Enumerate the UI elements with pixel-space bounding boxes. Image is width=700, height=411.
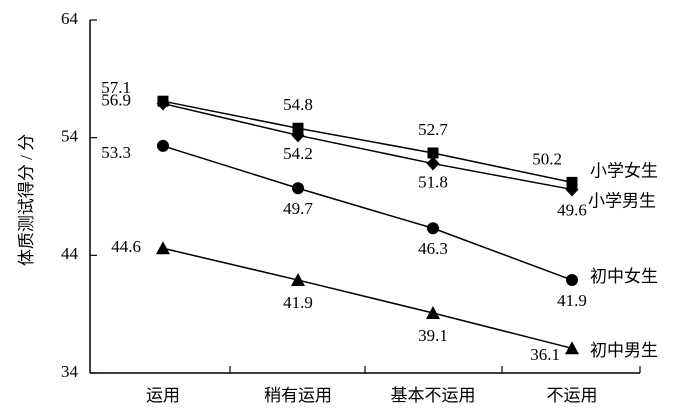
data-label: 50.2: [532, 149, 562, 168]
data-point: [292, 182, 304, 195]
data-point: [426, 305, 440, 319]
series-name-label: 初中女生: [590, 267, 658, 286]
data-label: 46.3: [418, 239, 448, 258]
series-markers: [156, 95, 579, 355]
series-name-label: 小学男生: [588, 191, 656, 210]
series-line: [162, 102, 573, 191]
series-name-label: 小学女生: [590, 161, 658, 180]
axes: [89, 20, 640, 374]
data-point: [156, 241, 170, 255]
series-line: [162, 247, 573, 350]
y-tick-label: 54: [61, 127, 79, 146]
data-point: [566, 176, 578, 188]
data-label: 41.9: [557, 291, 587, 310]
data-label: 36.1: [530, 345, 560, 364]
data-label: 57.1: [101, 78, 131, 97]
data-point: [291, 273, 305, 287]
data-point: [565, 341, 579, 355]
y-ticks: 34 44 54 64: [61, 9, 97, 381]
x-tick-label: 运用: [146, 386, 180, 405]
y-axis-label: 体质测试得分 / 分: [17, 134, 36, 266]
data-point: [292, 122, 304, 134]
data-label: 54.8: [283, 95, 313, 114]
data-point: [565, 182, 579, 197]
data-point: [566, 274, 578, 287]
data-label: 51.8: [418, 172, 448, 191]
y-tick-label: 44: [61, 244, 79, 263]
data-labels: 57.1 54.8 52.7 50.2 56.9 54.2 51.8 49.6 53.3 49.7…: [101, 78, 587, 364]
series-line: [162, 145, 573, 281]
x-tick-label: 基本不运用: [391, 386, 476, 405]
data-point: [427, 147, 439, 159]
data-label: 53.3: [101, 143, 131, 162]
series-line: [162, 100, 573, 184]
data-label: 49.6: [557, 200, 587, 219]
data-point: [427, 222, 439, 235]
series-lines: [162, 100, 573, 350]
data-label: 41.9: [283, 293, 313, 312]
data-label: 49.7: [283, 199, 313, 218]
x-ticks: 运用 稍有运用 基本不运用 不运用: [146, 366, 641, 405]
data-point: [291, 128, 305, 143]
data-label: 56.9: [101, 90, 131, 109]
data-label: 52.7: [418, 120, 448, 139]
y-tick-label: 64: [61, 9, 79, 28]
x-tick-label: 不运用: [547, 386, 598, 405]
data-label: 44.6: [111, 237, 141, 256]
data-point: [157, 139, 169, 152]
x-tick-label: 稍有运用: [264, 386, 332, 405]
series-name-label: 初中男生: [590, 341, 658, 360]
data-point: [426, 156, 440, 171]
data-point: [156, 96, 170, 111]
y-tick-label: 34: [61, 362, 79, 381]
data-label: 39.1: [418, 326, 448, 345]
data-label: 54.2: [283, 144, 313, 163]
